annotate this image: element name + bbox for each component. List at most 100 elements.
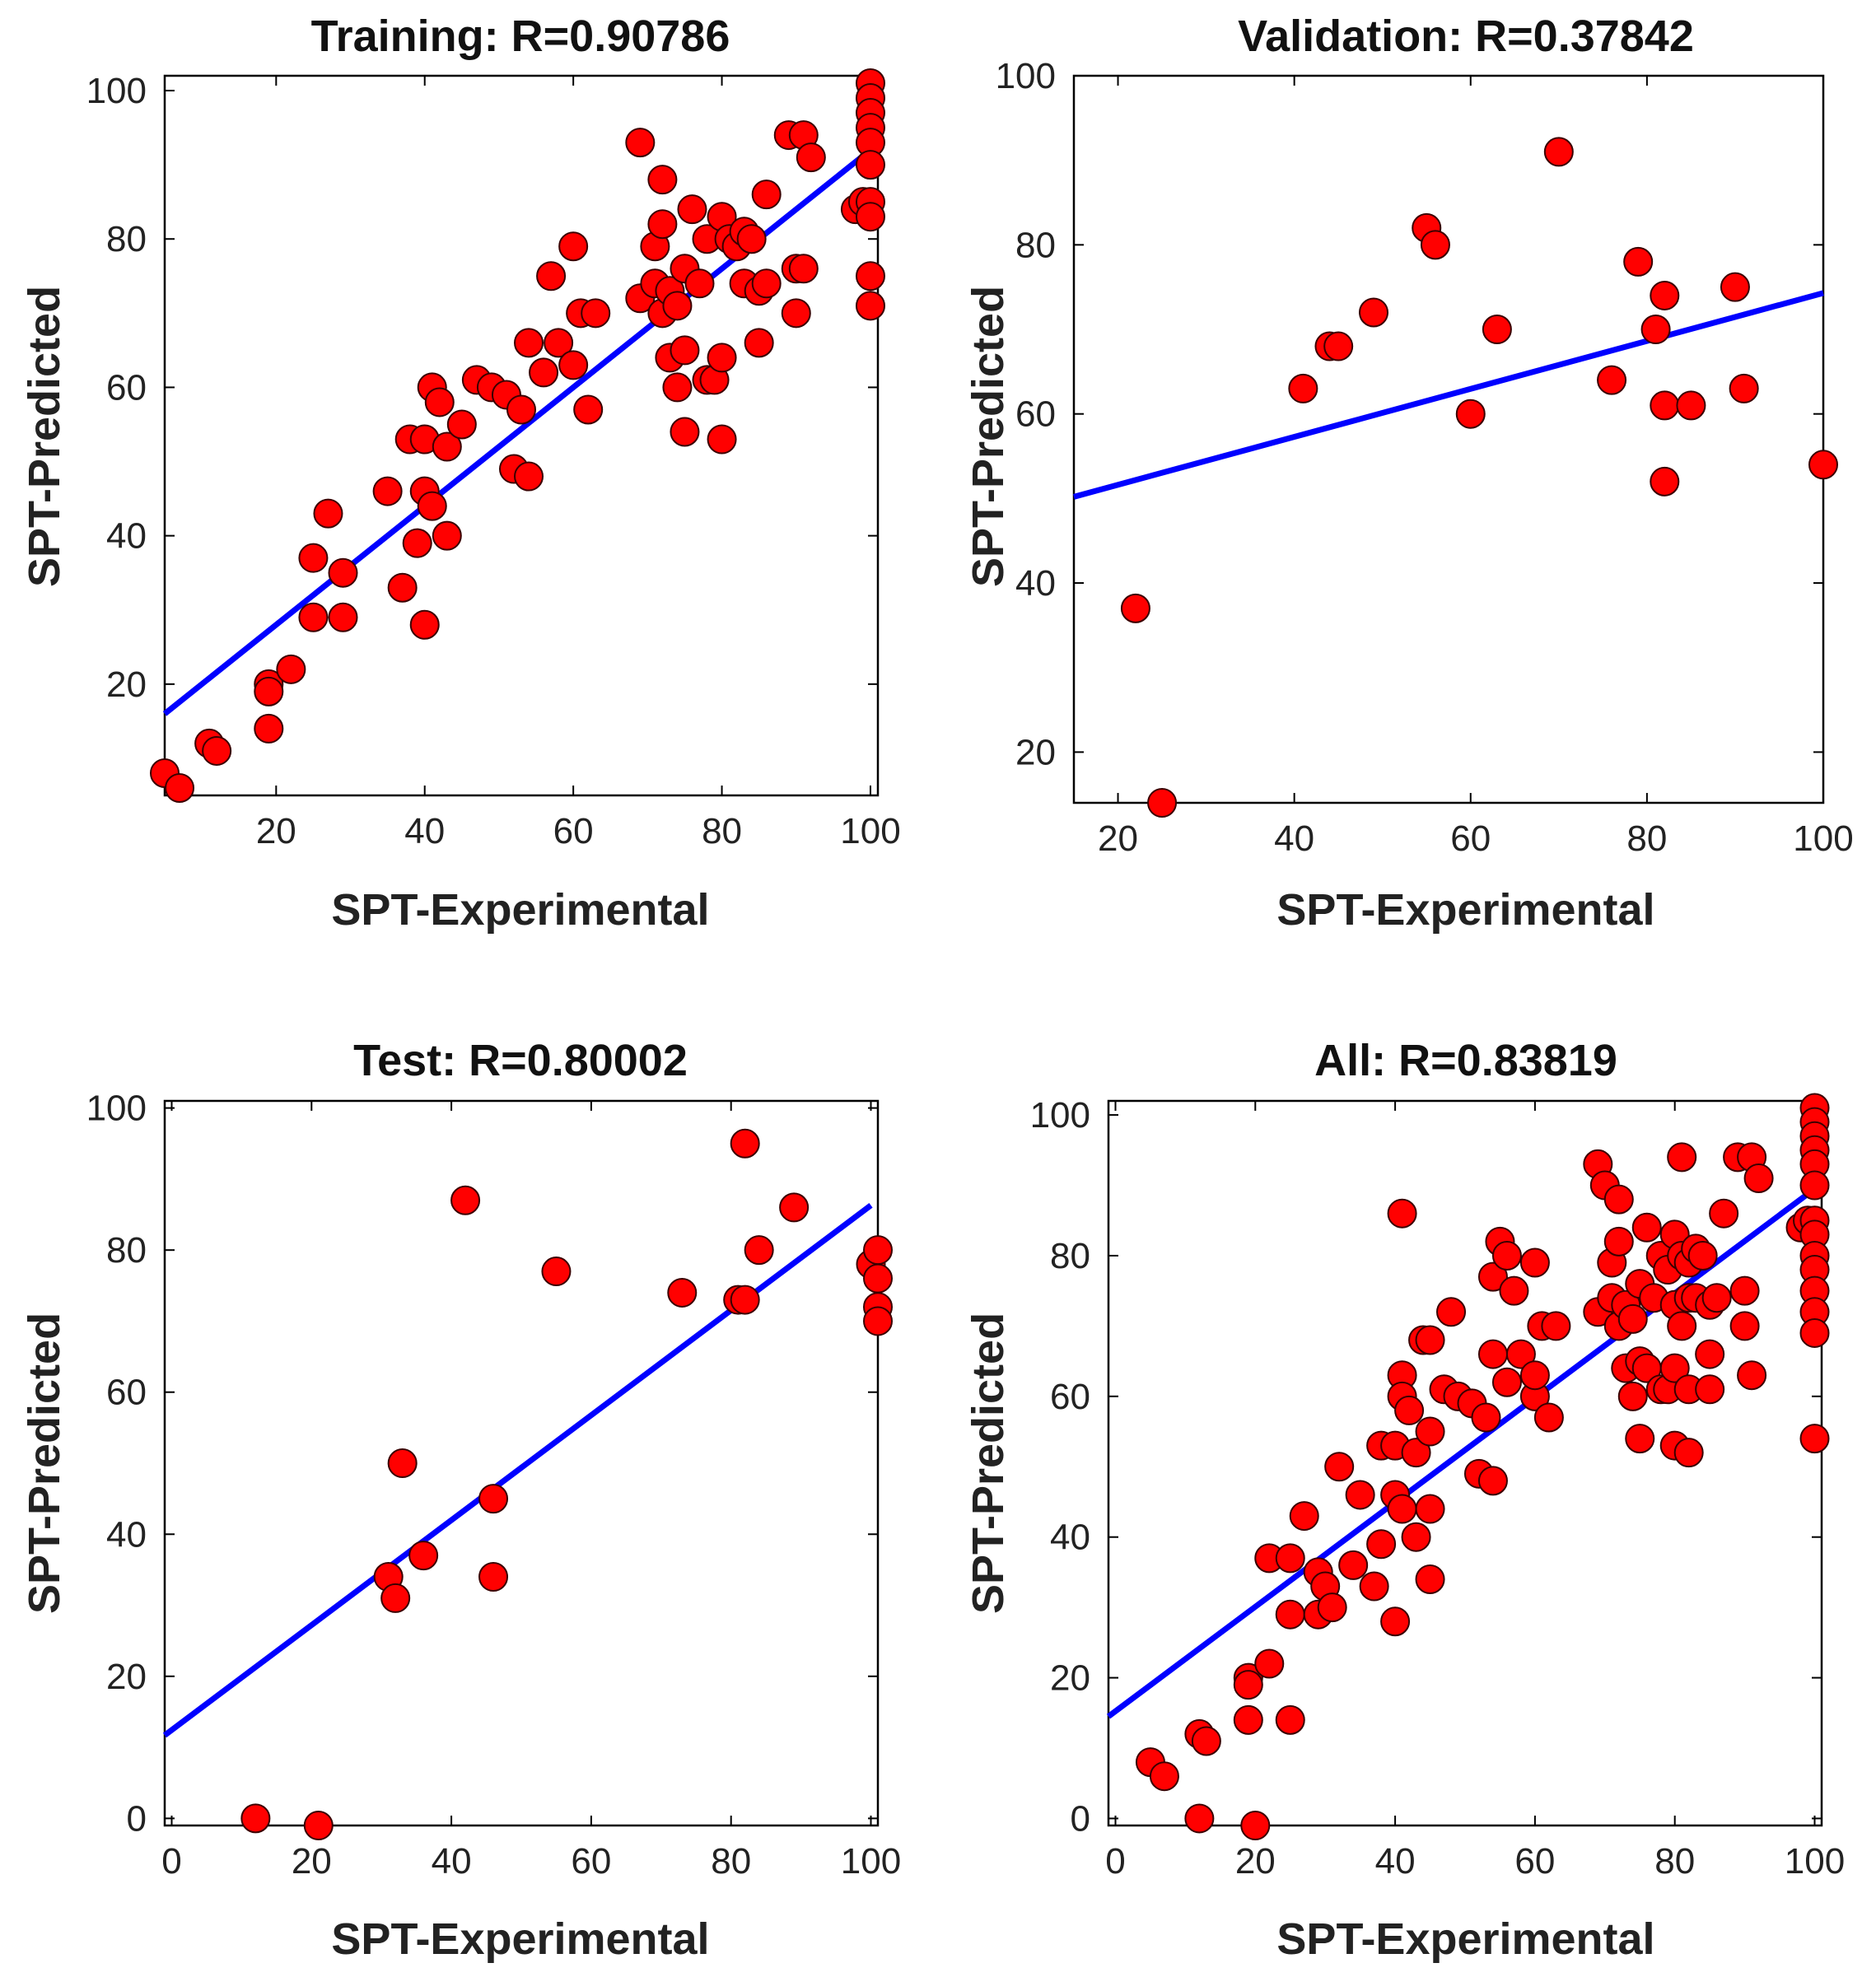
test-x-tick-label: 60	[571, 1841, 611, 1881]
training-data-point	[313, 498, 343, 529]
all-data-point	[1184, 1803, 1215, 1834]
training-data-point	[424, 387, 455, 417]
validation-data-point	[1676, 390, 1706, 421]
all-data-point	[1533, 1402, 1564, 1433]
test-data-point	[863, 1306, 893, 1336]
training-data-point	[506, 394, 536, 425]
validation-data-point	[1729, 373, 1759, 403]
training-data-point	[276, 654, 306, 684]
all-data-point	[1191, 1726, 1221, 1756]
all-data-point	[1799, 1424, 1830, 1454]
all-points	[1135, 1093, 1830, 1840]
test-data-point	[380, 1583, 411, 1613]
test-y-tick-label: 0	[127, 1798, 147, 1839]
validation-data-point	[1120, 593, 1150, 623]
test-x-tick-label: 100	[841, 1841, 901, 1881]
all-data-point	[1149, 1761, 1179, 1792]
all-data-point	[1603, 1226, 1634, 1257]
test-y-tick-label: 80	[106, 1230, 147, 1271]
all-data-point	[1519, 1360, 1550, 1391]
test-y-tick-label: 100	[86, 1089, 147, 1129]
test-x-tick-label: 0	[161, 1841, 181, 1881]
validation-axes-box	[1072, 74, 1825, 804]
all-x-axis-label: SPT-Experimental	[1276, 1914, 1654, 1964]
test-data-point	[730, 1128, 760, 1159]
validation-data-point	[1455, 399, 1486, 429]
training-data-point	[446, 409, 477, 440]
training-data-point	[558, 231, 589, 262]
training-x-tick-label: 60	[553, 811, 594, 851]
all-data-point	[1729, 1275, 1760, 1306]
all-data-point	[1709, 1198, 1739, 1229]
validation-x-tick-label: 60	[1450, 818, 1491, 859]
test-y-tick-label: 40	[106, 1514, 147, 1555]
test-data-point	[387, 1448, 418, 1478]
all-y-tick-label: 80	[1050, 1236, 1090, 1276]
training-data-point	[514, 328, 544, 358]
all-data-point	[1687, 1240, 1718, 1271]
validation-data-point	[1543, 137, 1574, 167]
all-axes-box	[1107, 1099, 1823, 1827]
training-data-point	[581, 298, 611, 329]
all-data-point	[1673, 1438, 1704, 1468]
training-panel: Training: R=0.90786 20 40 60 80 100 20 40 60 80 1…	[20, 12, 901, 935]
test-data-point	[541, 1257, 572, 1287]
all-data-point	[1499, 1275, 1529, 1306]
all-data-point	[1695, 1374, 1725, 1405]
validation-x-tick-label: 20	[1098, 818, 1138, 859]
all-fit-line-group	[1106, 1186, 1817, 1719]
test-panel: Test: R=0.80002 0 20 40 60 80 100 0 20 40 60 80 100…	[20, 1036, 901, 1964]
training-data-point	[328, 602, 358, 632]
all-data-point	[1275, 1599, 1305, 1630]
all-data-point	[1541, 1311, 1571, 1341]
training-data-point	[387, 572, 418, 603]
validation-x-tick-label: 100	[1793, 818, 1853, 859]
training-data-point	[677, 194, 707, 225]
all-fit-line	[1106, 1186, 1817, 1719]
training-data-point	[855, 150, 885, 180]
all-data-point	[1436, 1297, 1467, 1327]
test-data-point	[667, 1277, 698, 1308]
all-data-point	[1737, 1360, 1767, 1391]
validation-y-tick-label: 20	[1015, 732, 1056, 772]
test-y-axis-label: SPT-Predicted	[20, 1313, 69, 1614]
all-data-point	[1667, 1311, 1697, 1341]
test-data-point	[303, 1811, 334, 1840]
validation-data-point	[1623, 246, 1654, 277]
test-data-point	[478, 1484, 509, 1514]
all-data-point	[1233, 1704, 1263, 1735]
all-title: All: R=0.83819	[1314, 1036, 1617, 1085]
validation-fit-line	[1073, 290, 1824, 500]
test-data-point	[240, 1803, 271, 1834]
training-data-point	[573, 394, 604, 425]
test-data-point	[779, 1192, 810, 1223]
all-data-point	[1729, 1311, 1760, 1341]
training-data-point	[298, 543, 329, 573]
training-data-point	[529, 357, 559, 388]
test-x-tick-label: 20	[292, 1841, 332, 1881]
validation-data-point	[1640, 315, 1671, 345]
all-y-tick-label: 40	[1050, 1518, 1090, 1558]
training-data-point	[670, 417, 700, 447]
all-data-point	[1415, 1416, 1445, 1447]
all-data-point	[1667, 1142, 1697, 1173]
training-data-point	[684, 268, 715, 299]
training-x-tick-label: 80	[702, 811, 742, 851]
all-panel: All: R=0.83819 0 20 40 60 80 100020406080100 …	[964, 1036, 1845, 1964]
all-data-point	[1799, 1170, 1830, 1201]
test-data-point	[450, 1185, 481, 1215]
training-x-tick-label: 40	[404, 811, 445, 851]
validation-y-axis-label: SPT-Predicted	[964, 286, 1013, 587]
validation-y-tick-label: 100	[996, 56, 1056, 96]
all-data-point	[1345, 1480, 1375, 1510]
all-data-point	[1275, 1543, 1305, 1574]
training-data-point	[536, 261, 567, 291]
training-data-point	[625, 128, 656, 158]
validation-data-point	[1482, 315, 1512, 345]
validation-data-point	[1597, 365, 1627, 395]
test-x-tick-label: 40	[432, 1841, 472, 1881]
all-data-point	[1659, 1353, 1690, 1383]
test-title: Test: R=0.80002	[353, 1036, 688, 1085]
all-data-point	[1324, 1452, 1355, 1482]
